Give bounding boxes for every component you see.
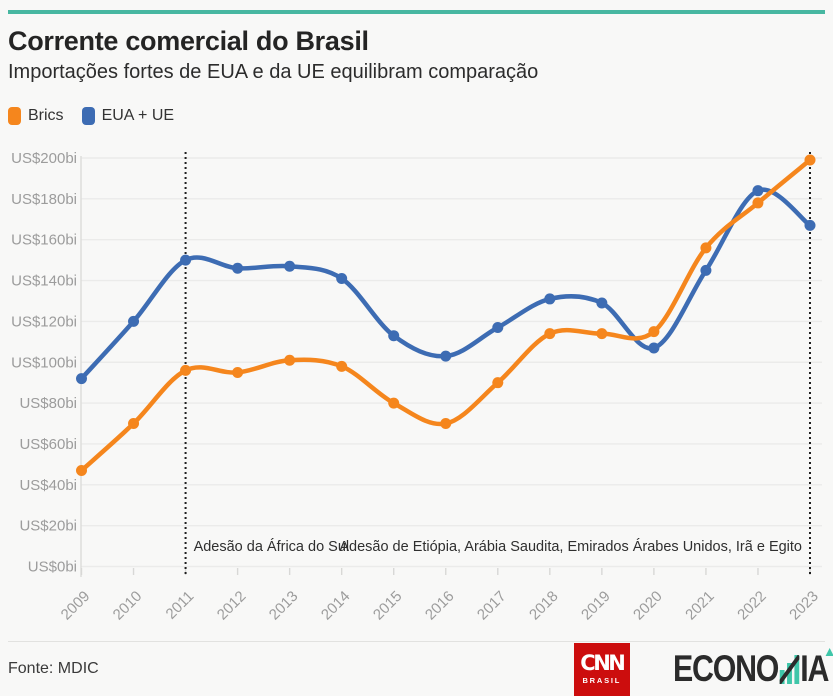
page-title: Corrente comercial do Brasil: [8, 26, 369, 56]
data-point: [544, 293, 556, 305]
data-point: [804, 219, 816, 231]
y-axis-label: US$120bi: [11, 313, 77, 330]
data-point: [128, 315, 140, 327]
x-axis-label: 2023: [786, 588, 822, 624]
y-axis-label: US$0bi: [28, 559, 77, 576]
data-point: [752, 197, 764, 209]
series-line-brics: [79, 157, 813, 473]
y-axis-label: US$40bi: [19, 477, 77, 494]
footer-divider: [8, 641, 825, 642]
data-point: [128, 418, 140, 430]
legend: Brics EUA + UE: [8, 107, 174, 125]
x-axis-label: 2011: [163, 588, 198, 623]
page-subtitle: Importações fortes de EUA e da UE equili…: [8, 61, 539, 83]
data-point: [648, 326, 660, 338]
annotation-label: Adesão da África do Sul: [194, 538, 350, 555]
data-point: [284, 260, 296, 272]
economia-logo: ECONO IA: [672, 648, 833, 689]
data-point: [76, 373, 87, 385]
top-accent-bar: [8, 10, 825, 14]
data-point: [284, 354, 296, 366]
brics-color-swatch: [8, 107, 21, 125]
economia-text-right: IA: [800, 648, 829, 689]
data-point: [752, 185, 764, 197]
y-axis-label: US$200bi: [11, 150, 77, 167]
x-axis-label: 2009: [58, 588, 94, 624]
data-point: [76, 465, 87, 477]
data-point: [180, 364, 192, 376]
data-point: [388, 330, 400, 342]
cnn-logo-text: CNN: [580, 651, 626, 675]
cnn-logo-sub-text: BRASIL: [582, 676, 622, 685]
x-axis-label: 2022: [734, 588, 770, 624]
x-axis-label: 2017: [474, 588, 510, 624]
annotation-label: Adesão de Etiópia, Arábia Saudita, Emira…: [339, 538, 802, 555]
data-point: [232, 366, 244, 378]
data-point: [700, 264, 712, 276]
data-point: [440, 350, 452, 362]
economia-m-bars-icon: [779, 655, 800, 684]
y-axis-label: US$180bi: [11, 191, 77, 208]
data-point: [440, 418, 452, 430]
x-axis-label: 2021: [682, 588, 718, 624]
data-point: [388, 397, 400, 409]
economia-text-left: ECONO: [672, 648, 779, 689]
x-axis-label: 2014: [318, 588, 354, 624]
y-axis-label: US$80bi: [19, 395, 77, 412]
data-point: [492, 322, 504, 334]
series-line-eua-ue: [79, 187, 813, 381]
x-axis-label: 2018: [526, 588, 562, 624]
y-axis-label: US$140bi: [11, 273, 77, 290]
footer-logos: CNN BRASIL ECONO IA: [573, 642, 833, 696]
y-axis-label: US$60bi: [19, 436, 77, 453]
data-point: [336, 273, 348, 285]
y-axis-label: US$160bi: [11, 232, 77, 249]
data-point: [596, 328, 608, 340]
data-point: [700, 242, 712, 254]
economia-triangle-icon: [825, 648, 833, 656]
legend-label-brics: Brics: [28, 107, 64, 124]
x-axis-label: 2020: [630, 588, 666, 624]
data-point: [544, 328, 556, 340]
data-point: [804, 154, 816, 166]
y-axis-label: US$20bi: [19, 518, 77, 535]
x-axis-label: 2012: [214, 588, 250, 624]
x-axis-label: 2013: [266, 588, 302, 624]
data-point: [336, 360, 348, 372]
eua-ue-color-swatch: [81, 107, 95, 125]
data-point: [492, 377, 504, 389]
data-point: [232, 262, 244, 274]
data-point: [648, 342, 660, 354]
cnn-brasil-logo: CNN BRASIL: [573, 642, 630, 696]
legend-item-brics: Brics: [8, 107, 64, 125]
x-axis-label: 2016: [422, 588, 458, 624]
legend-item-eua-ue: EUA + UE: [81, 107, 175, 125]
legend-label-eua-ue: EUA + UE: [101, 107, 175, 124]
data-point: [596, 297, 608, 309]
source-label: Fonte: MDIC: [8, 660, 99, 677]
data-point: [180, 254, 192, 266]
x-axis-label: 2010: [110, 588, 146, 624]
x-axis-label: 2019: [578, 588, 614, 624]
x-axis-label: 2015: [370, 588, 406, 624]
y-axis-label: US$100bi: [11, 354, 77, 371]
